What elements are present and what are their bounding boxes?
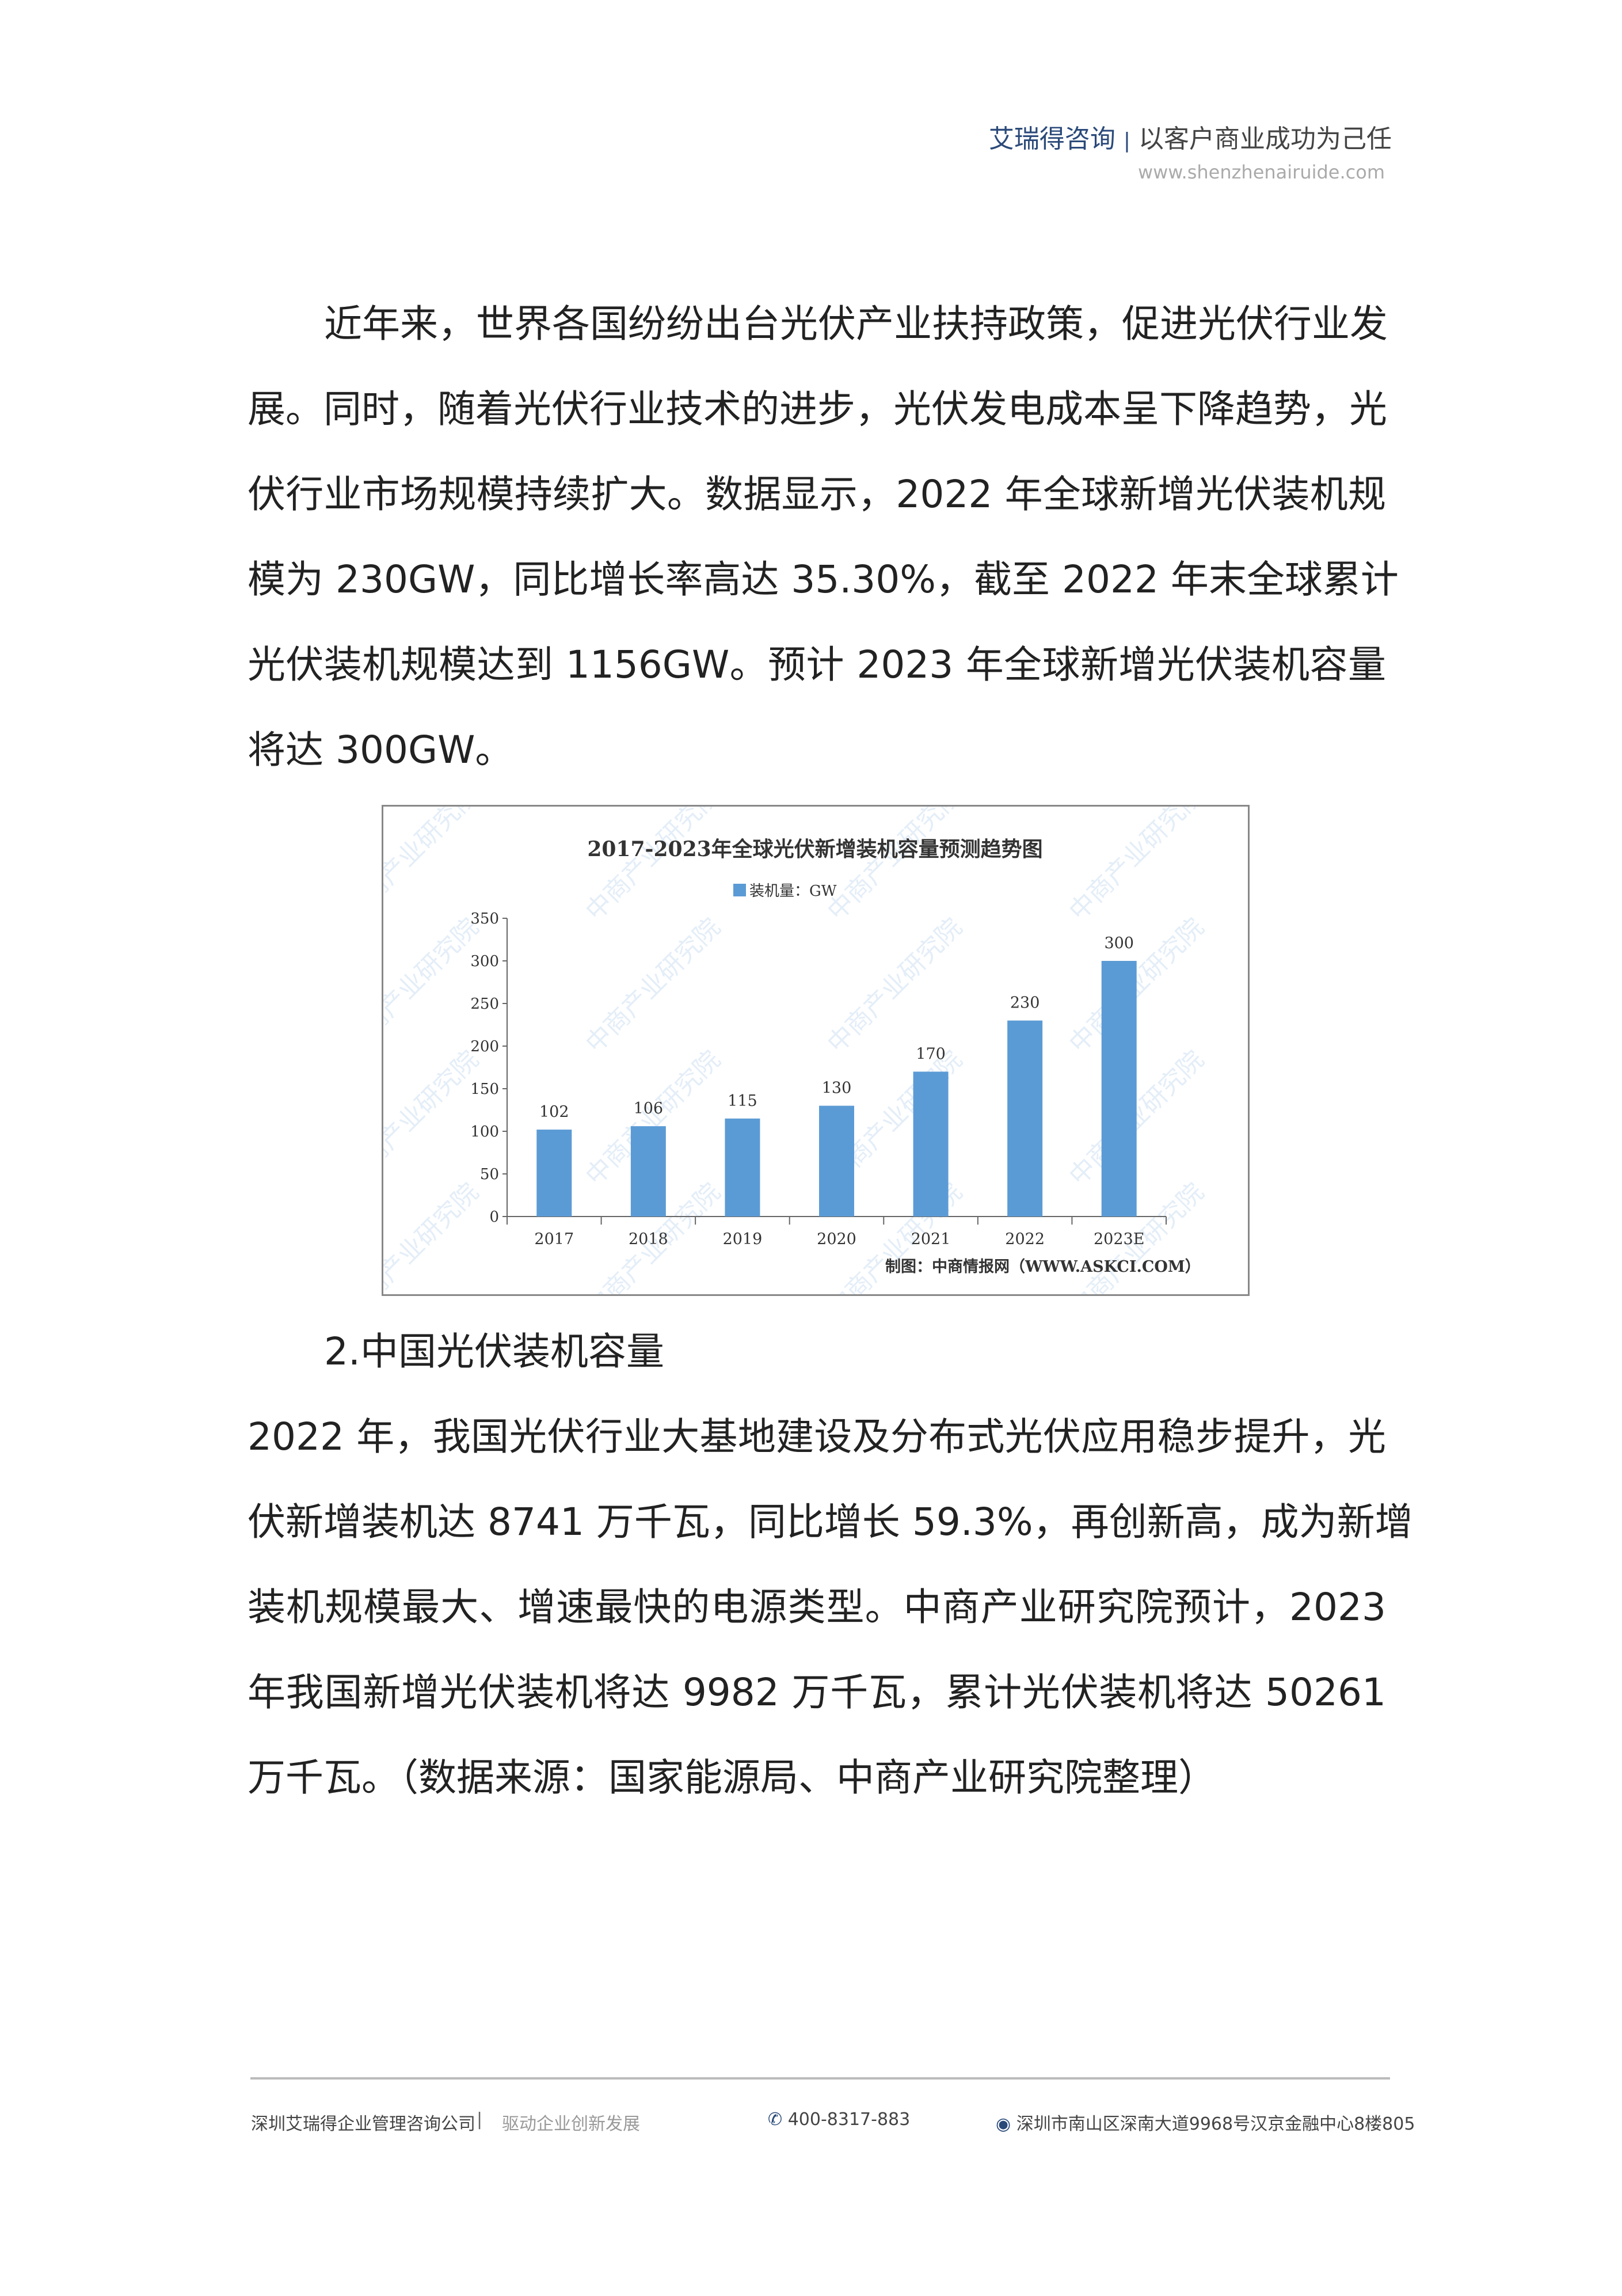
- paragraph-line: 模为 230GW，同比增长率高达 35.30%，截至 2022 年末全球累计: [248, 557, 1399, 602]
- footer-separator: |: [477, 2109, 483, 2130]
- paragraph-line: 年我国新增光伏装机将达 9982 万千瓦，累计光伏装机将达 50261: [248, 1670, 1386, 1715]
- watermark-text: 中商产业研究院: [580, 807, 726, 926]
- data-label: 300: [1104, 934, 1134, 952]
- y-tick-label: 100: [470, 1123, 499, 1141]
- phone-number: 400-8317-883: [787, 2109, 911, 2130]
- data-label: 130: [822, 1079, 852, 1097]
- x-tick-label: 2017: [534, 1230, 574, 1248]
- footer-tagline: 驱动企业创新发展: [502, 2114, 640, 2134]
- x-tick-label: 2022: [1005, 1230, 1045, 1248]
- paragraph-line: 伏行业市场规模持续扩大。数据显示，2022 年全球新增光伏装机规: [248, 472, 1386, 516]
- paragraph-line: 光伏装机规模达到 1156GW。预计 2023 年全球新增光伏装机容量: [248, 643, 1386, 687]
- address-text: 深圳市南山区深南大道9968号汉京金融中心8楼805: [1016, 2114, 1415, 2134]
- bar-2019: [725, 1118, 760, 1217]
- chart-title: 2017-2023年全球光伏新增装机容量预测趋势图: [587, 837, 1042, 861]
- header-separator: |: [1123, 129, 1130, 153]
- y-tick-label: 0: [489, 1208, 499, 1226]
- paragraph-line: 展。同时，随着光伏行业技术的进步，光伏发电成本呈下降趋势，光: [248, 387, 1387, 431]
- data-label: 170: [916, 1045, 946, 1063]
- x-tick-label: 2021: [911, 1230, 951, 1248]
- legend-label: 装机量：GW: [749, 883, 837, 900]
- paragraph-line: 2022 年，我国光伏行业大基地建设及分布式光伏应用稳步提升，光: [248, 1415, 1386, 1459]
- legend-swatch: [733, 884, 746, 896]
- data-label: 102: [539, 1103, 569, 1121]
- bar-2023E: [1101, 961, 1137, 1217]
- watermark-text: 中商产业研究院: [1064, 807, 1210, 926]
- header-brand-line: 艾瑞得咨询 | 以客户商业成功为己任: [989, 118, 1392, 155]
- x-tick-label: 2018: [629, 1230, 668, 1248]
- y-tick-label: 350: [470, 910, 499, 927]
- bar-2022: [1007, 1020, 1043, 1217]
- location-pin-icon: ◉: [996, 2114, 1011, 2134]
- watermark-text: 中商产业研究院: [383, 1045, 485, 1191]
- brand-name: 艾瑞得咨询: [988, 124, 1115, 154]
- footer-address: ◉ 深圳市南山区深南大道9968号汉京金融中心8楼805: [996, 2109, 1415, 2135]
- watermark-text: 中商产业研究院: [822, 913, 968, 1059]
- bar-2017: [536, 1130, 572, 1217]
- website-url[interactable]: www.shenzhenairuide.com: [1137, 161, 1385, 183]
- bar-2020: [819, 1105, 854, 1217]
- paragraph-line: 将达 300GW。: [248, 728, 513, 772]
- slogan: 以客户商业成功为己任: [1139, 124, 1392, 154]
- bar-2021: [913, 1071, 949, 1217]
- y-tick-label: 300: [470, 953, 499, 970]
- y-tick-label: 200: [470, 1038, 499, 1055]
- y-tick-label: 50: [480, 1166, 499, 1183]
- x-tick-label: 2019: [723, 1230, 763, 1248]
- data-label: 115: [728, 1092, 757, 1110]
- section-heading: 2.中国光伏装机容量: [324, 1329, 664, 1374]
- chart-figure: 中商产业研究院 中商产业研究院 中商产业研究院 中商产业研究院 中商产业研究院 中商产业研…: [338, 780, 1452, 1324]
- paragraph-line: 伏新增装机达 8741 万千瓦，同比增长 59.3%，再创新高，成为新增: [248, 1500, 1413, 1544]
- x-tick-label: 2020: [817, 1230, 856, 1248]
- watermark-text: 中商产业研究院: [383, 913, 485, 1059]
- footer-divider: [250, 2077, 1390, 2080]
- watermark-text: 中商产业研究院: [822, 807, 968, 926]
- data-label: 106: [634, 1100, 664, 1117]
- x-tick-label: 2023E: [1094, 1230, 1144, 1248]
- footer-company: 深圳艾瑞得企业管理咨询公司: [251, 2114, 475, 2134]
- y-tick-label: 250: [470, 995, 499, 1013]
- y-tick-label: 150: [470, 1081, 499, 1098]
- watermark-text: 中商产业研究院: [580, 913, 726, 1059]
- bar-chart: 中商产业研究院中商产业研究院中商产业研究院中商产业研究院中商产业研究院中商产业研…: [338, 780, 1452, 1324]
- paragraph-line: 近年来，世界各国纷纷出台光伏产业扶持政策，促进光伏行业发: [324, 302, 1388, 346]
- data-label: 230: [1010, 994, 1040, 1012]
- paragraph-line: 装机规模最大、增速最快的电源类型。中商产业研究院预计，2023: [248, 1585, 1386, 1629]
- phone-icon: ✆: [768, 2109, 783, 2130]
- footer-phone: ✆ 400-8317-883: [768, 2109, 910, 2130]
- bar-2018: [630, 1126, 666, 1217]
- chart-source: 制图：中商情报网（WWW.ASKCI.COM）: [885, 1258, 1201, 1276]
- watermark-text: 中商产业研究院: [383, 807, 485, 926]
- watermark-text: 中商产业研究院: [383, 1177, 485, 1294]
- paragraph-line: 万千瓦。（数据来源：国家能源局、中商产业研究院整理）: [248, 1755, 1216, 1800]
